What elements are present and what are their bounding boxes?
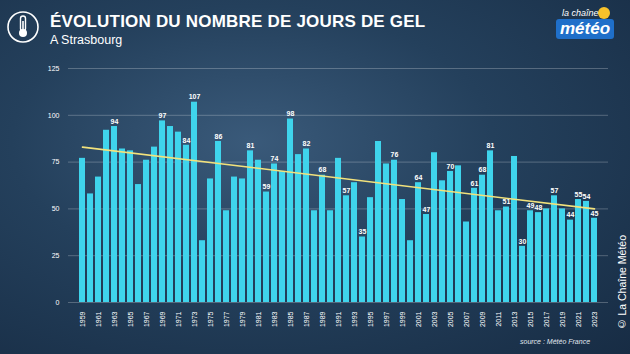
svg-text:2003: 2003 xyxy=(431,311,438,327)
svg-text:2021: 2021 xyxy=(575,311,582,327)
svg-text:2001: 2001 xyxy=(415,311,422,327)
svg-text:2007: 2007 xyxy=(463,311,470,327)
svg-text:1989: 1989 xyxy=(319,311,326,327)
svg-text:30: 30 xyxy=(519,238,527,245)
svg-text:0: 0 xyxy=(56,299,60,306)
svg-text:51: 51 xyxy=(503,198,511,205)
svg-text:68: 68 xyxy=(479,166,487,173)
svg-text:2019: 2019 xyxy=(559,311,566,327)
svg-text:48: 48 xyxy=(535,204,543,211)
svg-text:1995: 1995 xyxy=(367,311,374,327)
svg-text:1991: 1991 xyxy=(335,311,342,327)
svg-text:84: 84 xyxy=(183,136,191,143)
svg-text:54: 54 xyxy=(583,193,591,200)
svg-text:1977: 1977 xyxy=(223,311,230,327)
svg-text:107: 107 xyxy=(189,93,201,100)
svg-text:35: 35 xyxy=(359,228,367,235)
svg-text:1997: 1997 xyxy=(383,311,390,327)
svg-text:1961: 1961 xyxy=(95,311,102,327)
svg-text:1999: 1999 xyxy=(399,311,406,327)
svg-text:44: 44 xyxy=(567,211,575,218)
svg-text:2013: 2013 xyxy=(511,311,518,327)
svg-text:2011: 2011 xyxy=(495,311,502,326)
svg-text:81: 81 xyxy=(247,142,255,149)
svg-text:1987: 1987 xyxy=(303,311,310,327)
svg-text:2017: 2017 xyxy=(543,311,550,327)
html-text:A Strasbourg: A Strasbourg xyxy=(50,33,123,47)
svg-text:1983: 1983 xyxy=(271,311,278,327)
svg-text:59: 59 xyxy=(263,183,271,190)
svg-text:57: 57 xyxy=(343,187,351,194)
html-text:ÉVOLUTION DU NOMBRE DE JOURS D: ÉVOLUTION DU NOMBRE DE JOURS DE GEL xyxy=(50,12,426,31)
svg-text:2015: 2015 xyxy=(527,311,534,327)
html-text:météo: météo xyxy=(560,19,611,38)
html-text:© La Chaîne Météo: © La Chaîne Météo xyxy=(616,235,628,331)
svg-text:50: 50 xyxy=(52,205,60,212)
svg-text:1963: 1963 xyxy=(111,311,118,327)
svg-text:49: 49 xyxy=(527,202,535,209)
svg-text:97: 97 xyxy=(159,112,167,119)
svg-text:1993: 1993 xyxy=(351,311,358,327)
svg-text:125: 125 xyxy=(48,65,60,72)
svg-text:75: 75 xyxy=(52,158,60,165)
svg-text:82: 82 xyxy=(303,140,311,147)
svg-text:74: 74 xyxy=(271,155,279,162)
html-text:la chaîne: la chaîne xyxy=(562,8,599,18)
svg-text:1967: 1967 xyxy=(143,311,150,327)
svg-text:45: 45 xyxy=(591,210,599,217)
svg-text:1969: 1969 xyxy=(159,311,166,327)
svg-text:94: 94 xyxy=(111,118,119,125)
svg-text:1965: 1965 xyxy=(127,311,134,327)
html-text:source : Météo France: source : Météo France xyxy=(520,338,590,345)
svg-text:70: 70 xyxy=(447,163,455,170)
svg-text:2009: 2009 xyxy=(479,311,486,327)
svg-text:81: 81 xyxy=(487,142,495,149)
svg-text:25: 25 xyxy=(52,252,60,259)
svg-text:68: 68 xyxy=(319,166,327,173)
svg-text:1959: 1959 xyxy=(79,311,86,327)
svg-text:64: 64 xyxy=(415,174,423,181)
svg-text:76: 76 xyxy=(391,151,399,158)
svg-text:47: 47 xyxy=(423,206,431,213)
svg-text:98: 98 xyxy=(287,110,295,117)
svg-text:1979: 1979 xyxy=(239,311,246,327)
svg-text:61: 61 xyxy=(471,180,479,187)
svg-text:1981: 1981 xyxy=(255,311,262,327)
svg-text:100: 100 xyxy=(48,112,60,119)
svg-text:2023: 2023 xyxy=(591,311,598,327)
svg-text:86: 86 xyxy=(215,133,223,140)
svg-text:2005: 2005 xyxy=(447,311,454,327)
svg-text:55: 55 xyxy=(575,191,583,198)
svg-text:1973: 1973 xyxy=(191,311,198,327)
svg-text:1971: 1971 xyxy=(175,311,182,327)
svg-text:1975: 1975 xyxy=(207,311,214,327)
svg-text:57: 57 xyxy=(551,187,559,194)
svg-text:1985: 1985 xyxy=(287,311,294,327)
